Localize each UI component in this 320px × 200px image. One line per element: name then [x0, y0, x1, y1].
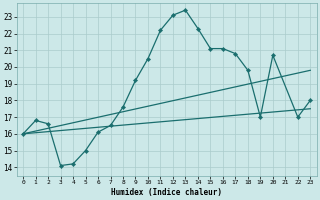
X-axis label: Humidex (Indice chaleur): Humidex (Indice chaleur) — [111, 188, 222, 197]
